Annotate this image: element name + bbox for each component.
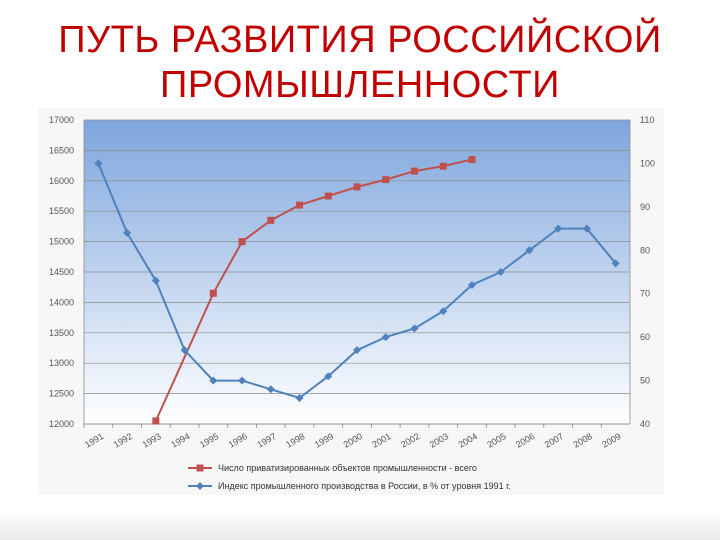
data-point xyxy=(410,324,419,333)
data-point xyxy=(382,176,390,184)
y-right-tick-label: 70 xyxy=(640,289,650,299)
x-tick-label: 2006 xyxy=(514,431,536,450)
line-chart: 12000 12500 13000 13500 14000 14500 15000 15500… xyxy=(49,115,655,491)
chart-frame: 12000 12500 13000 13500 14000 14500 15000 15500… xyxy=(38,108,664,495)
y-right-tick-label: 110 xyxy=(640,115,654,125)
y-right-tick-label: 90 xyxy=(640,202,650,212)
x-tick-label: 1996 xyxy=(227,431,249,450)
data-point xyxy=(209,289,217,297)
slide-title-line-2: ПРОМЫШЛЕННОСТИ xyxy=(160,64,560,106)
x-tick-label: 2003 xyxy=(428,431,450,450)
data-point xyxy=(324,372,333,381)
data-point xyxy=(410,167,418,175)
legend-marker-2 xyxy=(196,482,204,490)
data-point xyxy=(266,385,275,394)
x-tick-label: 2002 xyxy=(399,431,421,450)
y-left-tick-label: 17000 xyxy=(49,115,74,125)
y-left-tick-label: 14500 xyxy=(49,267,74,277)
slide-bottom-strip xyxy=(0,510,720,540)
legend-label-2: Индекс промышленного производства в Росс… xyxy=(218,481,511,491)
y-left-tick-label: 12500 xyxy=(49,389,74,399)
data-point xyxy=(468,156,476,164)
data-point xyxy=(123,228,132,237)
x-tick-label: 2001 xyxy=(370,431,392,450)
data-point xyxy=(209,376,218,385)
y-left-tick-label: 15500 xyxy=(49,206,74,216)
data-point xyxy=(180,346,189,355)
data-point xyxy=(353,346,361,355)
y-left-tick-label: 14000 xyxy=(49,297,74,307)
x-tick-label: 2004 xyxy=(457,431,479,450)
y-left-tick-label: 13000 xyxy=(49,358,74,368)
data-point xyxy=(238,238,246,246)
y-right-tick-label: 60 xyxy=(640,332,650,342)
data-point xyxy=(611,259,620,268)
x-tick-label: 1993 xyxy=(140,431,162,450)
y-left-tick-label: 12000 xyxy=(49,419,74,429)
x-tick-label: 1998 xyxy=(284,431,306,450)
y-right-tick-label: 40 xyxy=(640,419,650,429)
x-tick-label: 1997 xyxy=(255,431,277,450)
data-point xyxy=(467,281,476,290)
x-tick-label: 2000 xyxy=(342,431,364,450)
data-point xyxy=(324,192,332,200)
data-point xyxy=(295,393,304,402)
data-point xyxy=(296,201,304,209)
data-point xyxy=(94,159,103,168)
y-left-tick-label: 16500 xyxy=(49,145,74,155)
y-right-tick-label: 80 xyxy=(640,245,650,255)
x-tick-label: 1995 xyxy=(198,431,220,450)
data-point xyxy=(439,162,447,170)
x-tick-label: 1999 xyxy=(313,431,335,450)
data-point xyxy=(525,246,534,255)
data-point xyxy=(582,224,591,233)
slide-title: ПУТЬ РАЗВИТИЯ РОССИЙСКОЙ ПРОМЫШЛЕННОСТИ xyxy=(0,18,720,108)
x-tick-label: 1992 xyxy=(112,431,134,450)
data-point xyxy=(496,268,505,276)
x-tick-label: 1994 xyxy=(169,431,191,450)
x-tick-label: 2005 xyxy=(485,431,507,450)
data-point xyxy=(381,333,390,342)
data-point xyxy=(439,307,448,316)
x-tick-label: 2009 xyxy=(600,431,622,450)
legend-label-1: Число приватизированных объектов промышл… xyxy=(218,463,477,473)
y-left-tick-label: 15000 xyxy=(49,237,74,247)
data-point xyxy=(151,276,160,285)
data-point xyxy=(353,183,361,191)
y-right-tick-label: 100 xyxy=(640,158,655,168)
data-point xyxy=(152,417,160,425)
data-point xyxy=(554,224,563,233)
legend-marker-1 xyxy=(196,464,204,472)
y-right-tick-label: 50 xyxy=(640,376,650,386)
x-tick-label: 2008 xyxy=(572,431,594,450)
data-point xyxy=(238,376,247,385)
y-left-tick-label: 16000 xyxy=(49,176,74,186)
data-point xyxy=(267,216,275,224)
slide-title-line-1: ПУТЬ РАЗВИТИЯ РОССИЙСКОЙ xyxy=(58,19,662,61)
x-tick-label: 1991 xyxy=(83,431,105,450)
x-tick-label: 2007 xyxy=(543,431,565,450)
y-left-tick-label: 13500 xyxy=(49,328,74,338)
